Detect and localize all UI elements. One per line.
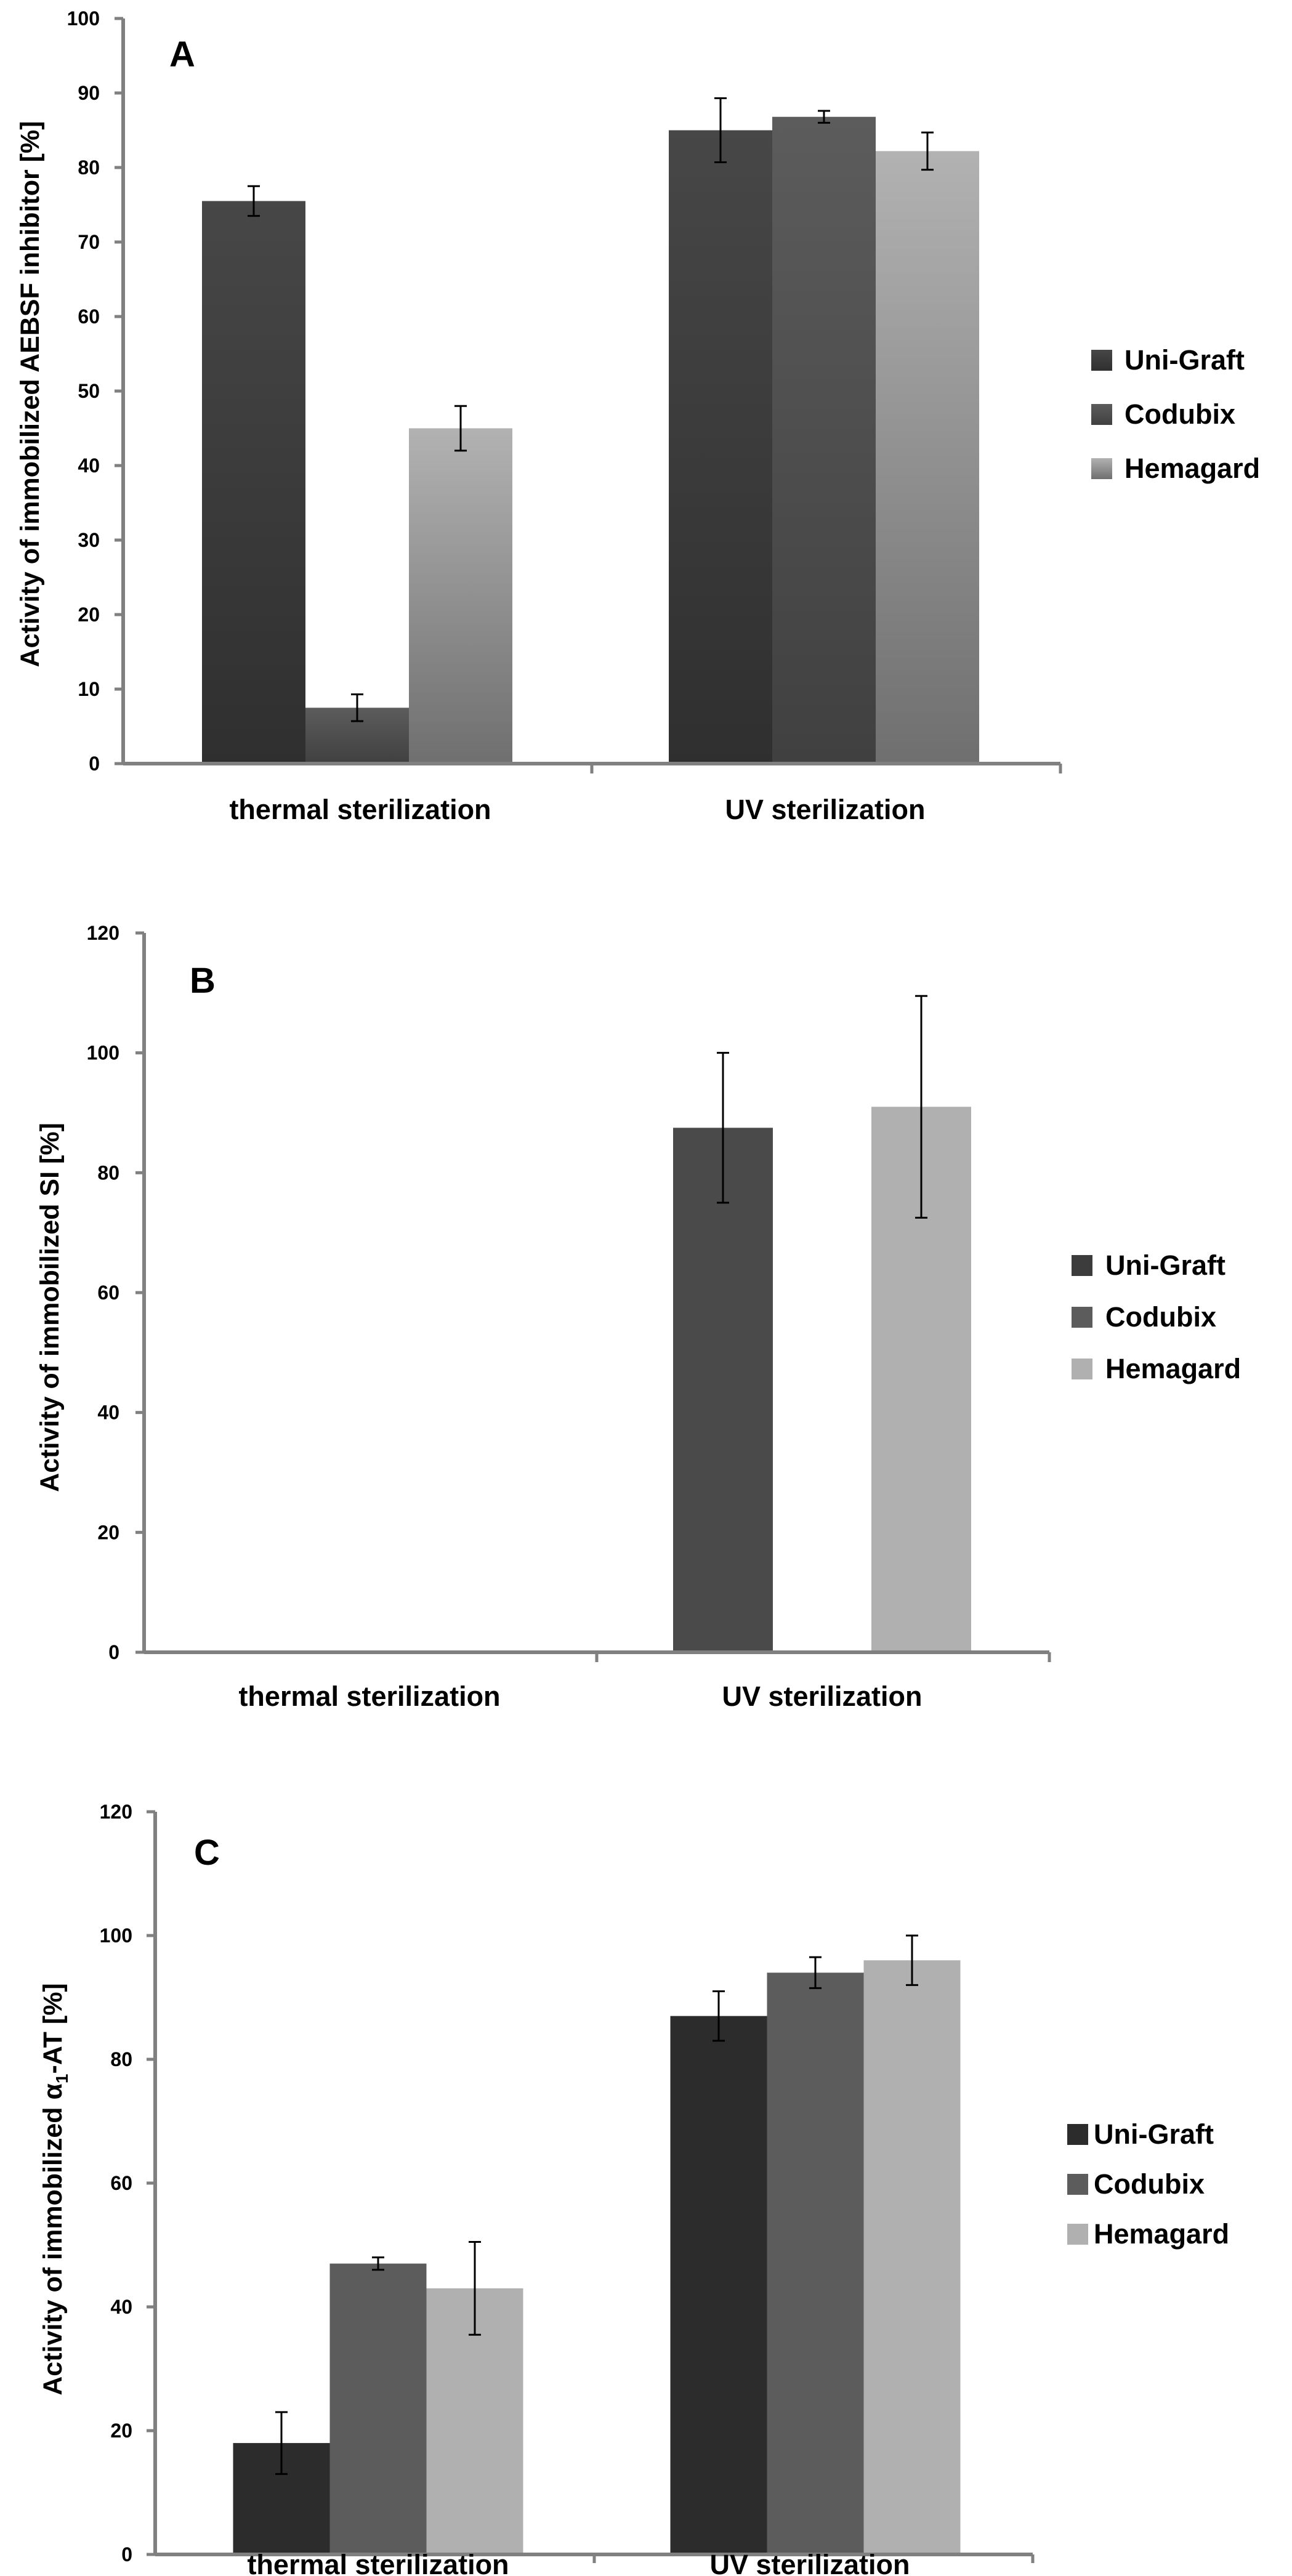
panel-c-legend-swatch: [1067, 2224, 1088, 2245]
panel-b-y-tick-label: 40: [97, 1402, 119, 1424]
panel-c-legend: Uni-Graft Codubix Hemagard: [1067, 2118, 1229, 2250]
panel-a-bar-hemagard: [876, 151, 979, 764]
panel-c-y-tick-label: 20: [110, 2420, 132, 2442]
panel-c-bars: [233, 1934, 961, 2554]
panel-b-category-label: thermal sterilization: [238, 1681, 500, 1712]
panel-a-error-bar: [351, 693, 363, 722]
panel-a-error-bar: [714, 97, 727, 164]
panel-c-y-axis-label: Activity of immobilized α1-AT [%]: [38, 1983, 71, 2396]
panel-c-legend-label: Hemagard: [1094, 2218, 1229, 2250]
panel-a-y-tick-label: 100: [67, 7, 100, 30]
panel-a-y-tick-label: 30: [78, 529, 100, 551]
panel-a-category-label: UV sterilization: [725, 794, 925, 825]
panel-a-error-bar: [818, 110, 830, 124]
panel-a-y-tick-label: 20: [78, 604, 100, 626]
panel-b-legend-label: Uni-Graft: [1105, 1250, 1225, 1281]
panel-b-legend-label: Codubix: [1105, 1301, 1216, 1333]
panel-c-legend-label: Uni-Graft: [1094, 2118, 1214, 2150]
panel-a-y-ticks: 0 10 20 30 40 50 60 70 80 90 100: [67, 7, 123, 775]
panel-a-y-tick-label: 80: [78, 156, 100, 179]
panel-a-y-tick-label: 70: [78, 231, 100, 253]
panel-a-legend-swatch: [1091, 458, 1112, 479]
panel-c-legend-swatch: [1067, 2174, 1088, 2195]
panel-a-legend-label: Uni-Graft: [1124, 344, 1245, 376]
panel-b-y-tick-label: 120: [87, 922, 119, 944]
panel-b-bars: [673, 995, 971, 1652]
panel-c-category-label: UV sterilization: [709, 2549, 910, 2576]
panel-c-y-axis-label-tail: -AT [%]: [38, 1983, 68, 2073]
panel-a-legend: Uni-Graft Codubix Hemagard: [1091, 344, 1260, 484]
panel-c-y-tick-label: 60: [110, 2172, 132, 2194]
panel-c-label: C: [194, 1833, 220, 1873]
panel-b-label: B: [190, 961, 216, 1001]
panel-c-bar-hemagard: [863, 1960, 961, 2554]
panel-c-bar-codubix: [329, 2263, 427, 2554]
panel-a-bars: [202, 97, 979, 764]
panel-b-error-bar: [915, 995, 927, 1219]
panel-b-y-tick-label: 80: [97, 1161, 119, 1184]
panel-c-error-bar: [713, 1990, 725, 2042]
panel-a-legend-swatch: [1091, 404, 1112, 425]
panel-a-y-tick-label: 0: [89, 753, 100, 775]
panel-c-y-ticks: 0 20 40 60 80 100 120: [100, 1801, 155, 2566]
panel-c-y-tick-label: 100: [100, 1924, 132, 1947]
panel-a-bar-uni-graft: [202, 201, 305, 764]
panel-a-y-tick-label: 90: [78, 82, 100, 104]
panel-b-y-tick-label: 60: [97, 1282, 119, 1304]
panel-b-y-tick-label: 100: [87, 1042, 119, 1064]
panel-b-legend-swatch: [1072, 1307, 1092, 1328]
panel-c-error-bar: [372, 2256, 384, 2271]
panel-a-bar-hemagard: [409, 428, 512, 764]
panel-c-error-bar: [906, 1934, 918, 1986]
panel-a-error-bar: [454, 405, 467, 452]
panel-c-y-tick-label: 120: [100, 1801, 132, 1823]
panel-a-category-label: thermal sterilization: [229, 794, 491, 825]
panel-a-legend-label: Hemagard: [1124, 453, 1260, 484]
panel-a-bar-uni-graft: [669, 130, 772, 764]
panel-b-bar-codubix: [673, 1128, 773, 1652]
panel-a-y-tick-label: 50: [78, 380, 100, 402]
panel-b-legend-label: Hemagard: [1105, 1353, 1241, 1384]
panel-c-y-axis-label-subscript: 1: [52, 2074, 71, 2084]
panel-c-error-bar: [275, 2411, 288, 2475]
panel-c-y-tick-label: 0: [121, 2543, 132, 2566]
panel-c-legend-swatch: [1067, 2124, 1088, 2145]
panel-c: C Activity of immobilized α1-AT [%] 0 20 4…: [38, 1801, 1229, 2576]
panel-c-bar-codubix: [767, 1972, 864, 2554]
panel-b-error-bar: [717, 1052, 729, 1204]
panel-a: A Activity of immobilized AEBSF inhibito…: [15, 7, 1260, 825]
panel-b-legend-swatch: [1072, 1255, 1092, 1276]
panel-b: B Activity of immobilized SI [%] 0 20 40 60…: [35, 922, 1241, 1712]
panel-c-error-bar: [809, 1956, 822, 1989]
panel-a-y-axis-label: Activity of immobilized AEBSF inhibitor …: [15, 121, 45, 667]
panel-b-y-tick-label: 0: [108, 1641, 119, 1663]
panel-b-y-tick-label: 20: [97, 1521, 119, 1543]
panel-c-error-bar: [469, 2240, 481, 2336]
panel-b-y-ticks: 0 20 40 60 80 100 120: [87, 922, 144, 1663]
panel-c-y-tick-label: 40: [110, 2296, 132, 2318]
panel-b-y-axis-label: Activity of immobilized SI [%]: [35, 1123, 65, 1492]
panel-a-y-tick-label: 60: [78, 305, 100, 328]
panel-a-label: A: [169, 34, 195, 75]
panel-c-bar-uni-graft: [670, 2016, 767, 2554]
panel-b-category-label: UV sterilization: [722, 1681, 922, 1712]
panel-a-y-tick-label: 40: [78, 454, 100, 477]
panel-c-y-tick-label: 80: [110, 2048, 132, 2070]
panel-a-error-bar: [921, 131, 934, 171]
panel-c-y-axis-label-main: Activity of immobilized α: [38, 2083, 68, 2396]
panel-a-legend-swatch: [1091, 350, 1112, 371]
panel-a-error-bar: [248, 185, 260, 217]
panel-c-legend-label: Codubix: [1094, 2168, 1205, 2200]
panel-a-legend-label: Codubix: [1124, 398, 1235, 430]
panel-a-bar-codubix: [772, 116, 876, 764]
panel-c-category-label: thermal sterilization: [247, 2549, 509, 2576]
panel-a-y-tick-label: 10: [78, 678, 100, 700]
panel-b-legend: Uni-Graft Codubix Hemagard: [1072, 1250, 1241, 1384]
panel-b-legend-swatch: [1072, 1359, 1092, 1379]
